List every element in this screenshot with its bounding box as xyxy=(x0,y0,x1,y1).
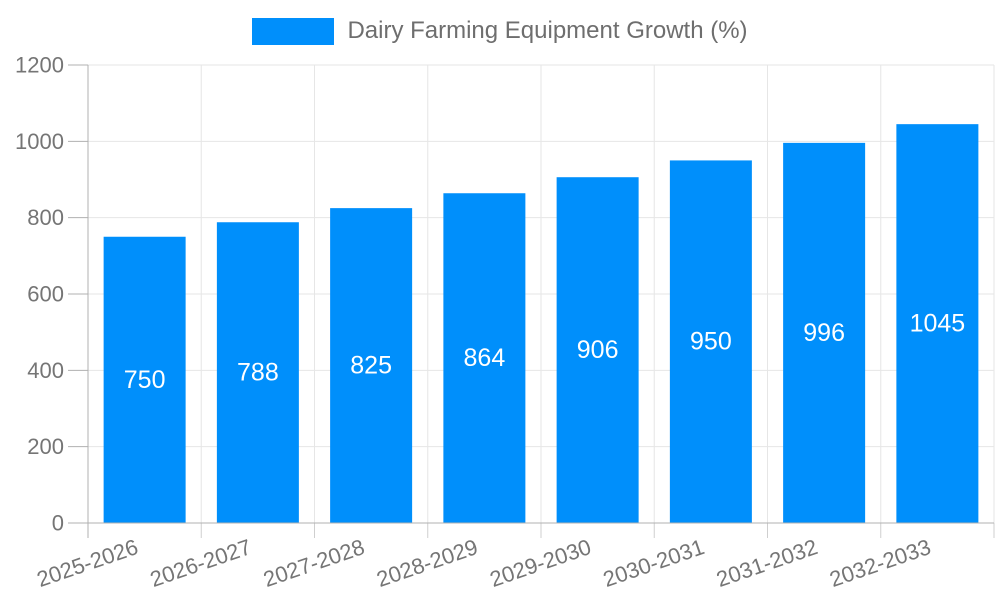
bar-value-label: 788 xyxy=(237,359,279,387)
x-tick-label-2031-2032: 2031-2032 xyxy=(713,534,821,592)
x-tick-label-2028-2029: 2028-2029 xyxy=(373,534,481,592)
y-tick-label: 1200 xyxy=(15,53,64,78)
y-tick-label: 600 xyxy=(27,282,64,307)
x-tick-label-2026-2027: 2026-2027 xyxy=(147,534,255,592)
bar-value-label: 750 xyxy=(124,366,166,394)
y-tick-label: 1000 xyxy=(15,129,64,154)
chart-legend[interactable]: Dairy Farming Equipment Growth (%) xyxy=(0,17,1000,45)
x-tick-label-2030-2031: 2030-2031 xyxy=(600,534,708,592)
bar-2031-2032[interactable] xyxy=(783,142,866,524)
x-tick-label-2029-2030: 2029-2030 xyxy=(487,534,595,592)
bar-value-label: 996 xyxy=(803,319,845,347)
bar-2029-2030[interactable] xyxy=(556,177,639,523)
x-tick-label-2027-2028: 2027-2028 xyxy=(260,534,368,592)
y-tick-label: 200 xyxy=(27,434,64,459)
bar-value-label: 1045 xyxy=(910,310,966,338)
bar-2025-2026[interactable] xyxy=(103,236,186,523)
bar-2032-2033[interactable] xyxy=(896,124,979,524)
y-tick-label: 400 xyxy=(27,358,64,383)
bar-2030-2031[interactable] xyxy=(669,160,752,523)
bar-value-label: 825 xyxy=(350,352,392,380)
bar-2028-2029[interactable] xyxy=(443,193,526,524)
bar-value-label: 950 xyxy=(690,328,732,356)
y-tick-label: 800 xyxy=(27,205,64,230)
x-tick-label-2032-2033: 2032-2033 xyxy=(826,534,934,592)
legend-color-swatch-icon xyxy=(252,17,335,45)
bar-2026-2027[interactable] xyxy=(216,222,299,523)
y-tick-label: 0 xyxy=(52,511,64,536)
x-tick-label-2025-2026: 2025-2026 xyxy=(34,534,142,592)
bar-2027-2028[interactable] xyxy=(330,208,413,523)
bar-value-label: 906 xyxy=(577,336,619,364)
bar-value-label: 864 xyxy=(464,344,506,372)
legend-series-label: Dairy Farming Equipment Growth (%) xyxy=(347,17,748,44)
